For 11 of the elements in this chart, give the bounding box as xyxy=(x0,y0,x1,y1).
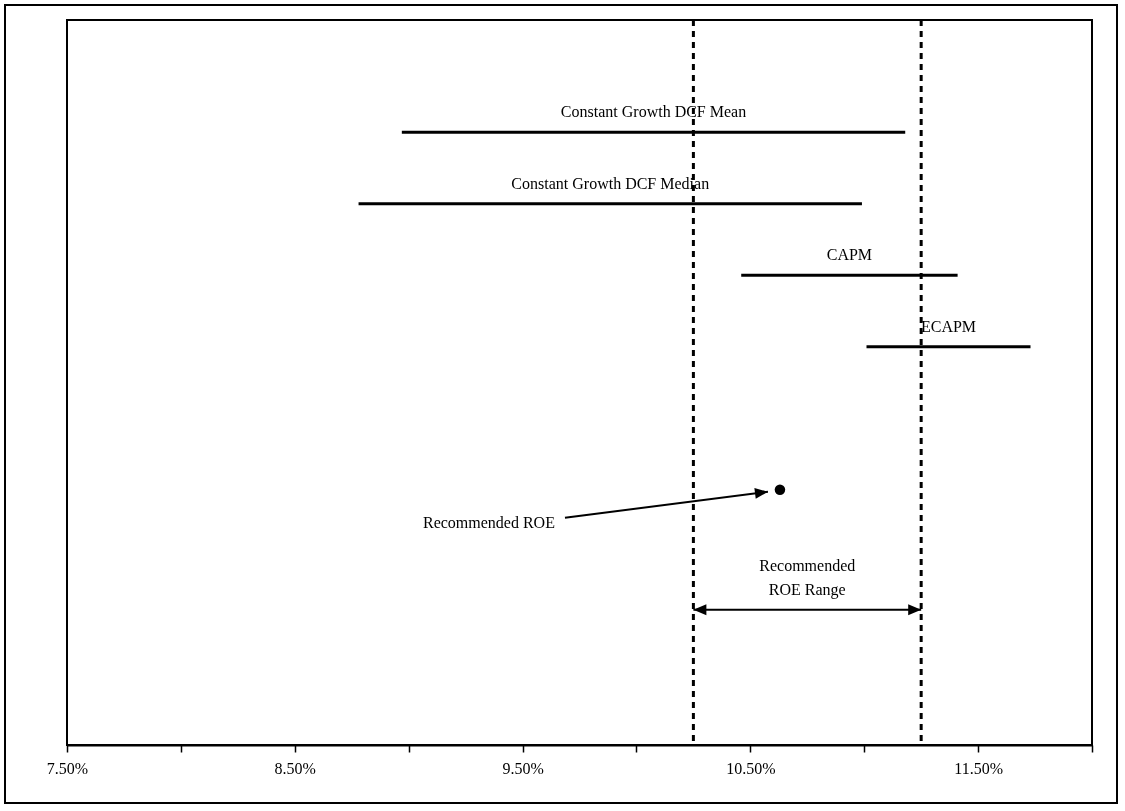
x-tick-label: 10.50% xyxy=(726,759,776,777)
x-tick-label: 8.50% xyxy=(274,759,316,777)
series-label: ECAPM xyxy=(920,317,977,335)
series-label: Constant Growth DCF Mean xyxy=(560,103,747,121)
x-tick-label: 9.50% xyxy=(502,759,544,777)
annotation: Recommended ROE Range xyxy=(759,556,856,599)
text: Recommended ROE xyxy=(422,513,555,531)
x-tick-label: 7.50% xyxy=(46,759,89,777)
series-label: Constant Growth DCF Median xyxy=(511,174,710,192)
series-label: CAPM xyxy=(826,246,873,264)
x-tick-label: 11.50% xyxy=(954,759,1003,777)
